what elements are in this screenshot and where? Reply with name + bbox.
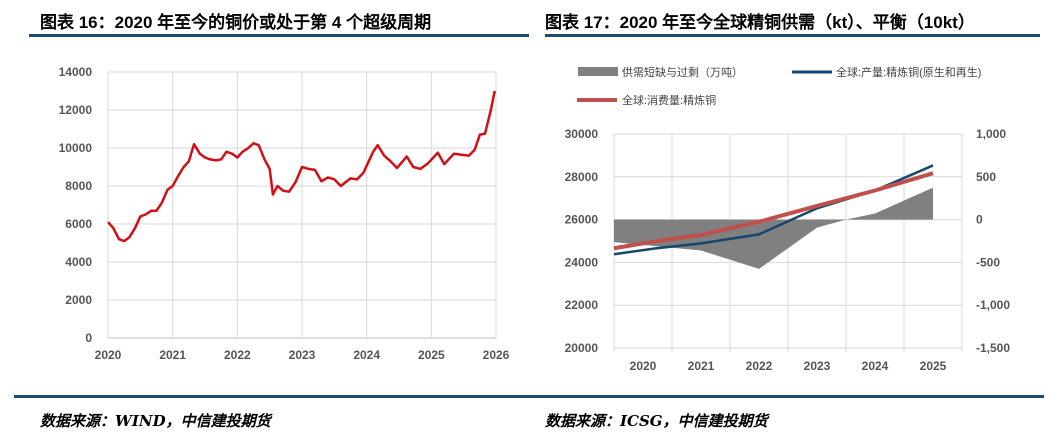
left-y-tick: 4000 — [65, 255, 92, 269]
legend-balance: 供需短缺与过剩（万吨） — [622, 65, 743, 79]
left-x-tick: 2020 — [95, 348, 122, 362]
right-y2-tick: -500 — [976, 255, 1000, 269]
right-x-tick: 2024 — [862, 359, 889, 373]
right-title-rule — [545, 34, 1040, 37]
left-x-tick: 2023 — [289, 348, 316, 362]
right-y-tick: 28000 — [565, 170, 599, 184]
right-y2-tick: -1,500 — [976, 341, 1010, 355]
left-y-tick: 12000 — [59, 103, 93, 117]
right-y-tick: 20000 — [565, 341, 599, 355]
legend-swatch-balance — [578, 67, 618, 76]
left-chart-title: 图表 16：2020 年至今的铜价或处于第 4 个超级周期 — [40, 13, 432, 32]
left-y-tick: 0 — [85, 331, 92, 345]
left-title-rule — [29, 34, 529, 37]
right-y-tick: 24000 — [565, 255, 599, 269]
left-x-tick: 2025 — [418, 348, 445, 362]
right-y2-tick: 1,000 — [976, 127, 1006, 141]
right-source: 数据来源：ICSG，中信建投期货 — [545, 412, 768, 430]
copper-price-line — [107, 90, 496, 243]
footer-rule — [14, 395, 1044, 398]
legend-production: 全球:产量:精炼铜(原生和再生) — [836, 65, 981, 79]
right-chart-title: 图表 17：2020 年至今全球精铜供需（kt）、平衡（10kt） — [545, 13, 975, 32]
right-x-tick: 2021 — [688, 359, 715, 373]
right-x-tick: 2023 — [804, 359, 831, 373]
right-y2-tick: 0 — [976, 213, 983, 227]
right-y-tick: 30000 — [565, 127, 599, 141]
left-y-tick: 8000 — [65, 179, 92, 193]
left-y-tick: 6000 — [65, 217, 92, 231]
right-y-tick: 26000 — [565, 213, 599, 227]
left-y-tick: 10000 — [59, 141, 93, 155]
left-y-tick: 2000 — [65, 293, 92, 307]
consumption-line — [613, 171, 934, 251]
left-x-tick: 2022 — [224, 348, 251, 362]
right-y-tick: 22000 — [565, 298, 599, 312]
right-x-tick: 2022 — [746, 359, 773, 373]
left-source: 数据来源：WIND，中信建投期货 — [40, 412, 271, 430]
legend-consumption: 全球:消费量:精炼铜 — [622, 93, 716, 107]
left-x-tick: 2021 — [159, 348, 186, 362]
left-x-tick: 2024 — [353, 348, 380, 362]
right-y2-tick: -1,000 — [976, 298, 1010, 312]
right-x-tick: 2020 — [630, 359, 657, 373]
left-x-tick: 2026 — [483, 348, 510, 362]
right-x-tick: 2025 — [920, 359, 947, 373]
right-y2-tick: 500 — [976, 170, 996, 184]
left-y-tick: 14000 — [59, 65, 93, 79]
